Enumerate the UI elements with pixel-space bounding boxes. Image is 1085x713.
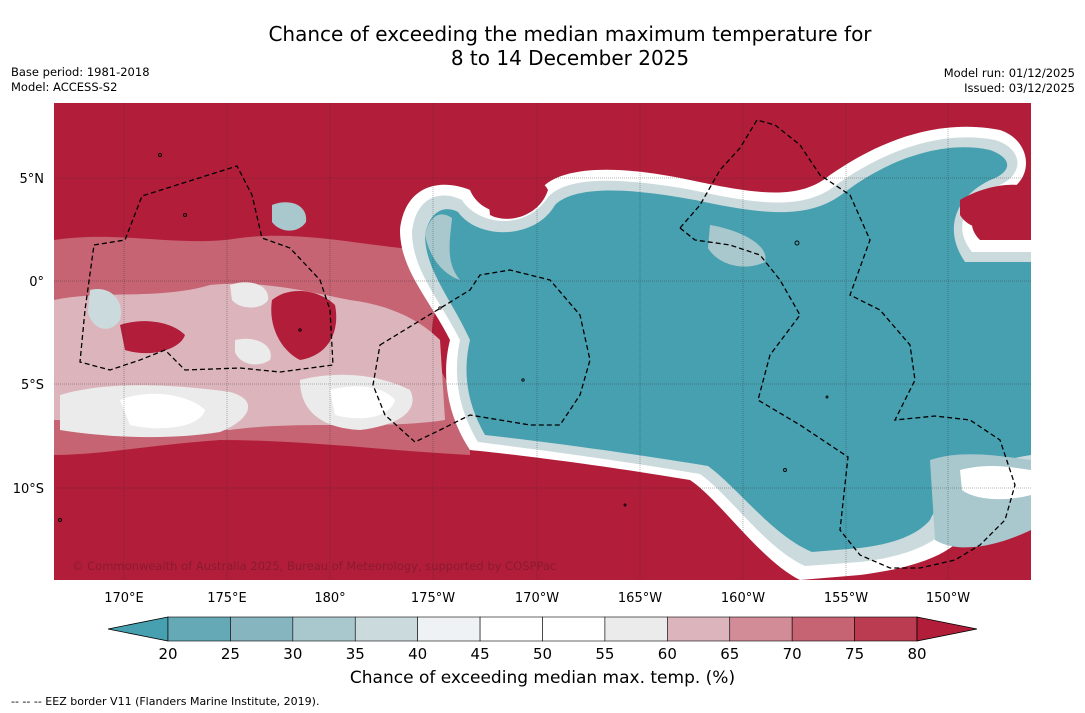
issued-date: Issued: 03/12/2025 xyxy=(964,81,1075,95)
copyright-text: © Commonwealth of Australia 2025, Bureau… xyxy=(72,559,556,573)
colorbar-tick-30: 30 xyxy=(283,645,302,663)
lon-label-160w: 160°W xyxy=(721,591,765,606)
colorbar-bin-70-75 xyxy=(791,616,855,642)
lon-label-150w: 150°W xyxy=(926,591,970,606)
colorbar-extend-low xyxy=(107,616,169,642)
eez-borders xyxy=(79,119,1016,569)
colorbar-tick-20: 20 xyxy=(158,645,177,663)
title-line-1: Chance of exceeding the median maximum t… xyxy=(268,22,872,46)
west-white-patch-2 xyxy=(330,386,395,419)
colorbar-ticks: 20 25 30 35 40 45 50 55 60 65 70 75 80 xyxy=(158,645,926,663)
west-cool-spot xyxy=(272,202,307,231)
colorbar-bin-60-65 xyxy=(667,616,731,642)
west-pale-patch-4 xyxy=(230,282,269,308)
lon-label-165w: 165°W xyxy=(618,591,662,606)
colorbar-tick-25: 25 xyxy=(221,645,240,663)
west-pale-patch-3 xyxy=(88,289,121,329)
lon-labels: 170°E 175°E 180° 175°W 170°W 165°W 160°W… xyxy=(104,591,970,606)
lat-label-10s: 10°S xyxy=(13,482,44,497)
lon-label-170e: 170°E xyxy=(104,591,144,606)
colorbar xyxy=(107,616,978,642)
colorbar-tick-55: 55 xyxy=(595,645,614,663)
model-run: Model run: 01/12/2025 xyxy=(943,66,1075,80)
probability-field: © Commonwealth of Australia 2025, Bureau… xyxy=(54,103,1031,580)
colorbar-bin-35-40 xyxy=(354,616,418,642)
graticule xyxy=(54,103,1031,580)
west-white-patch-1 xyxy=(120,393,205,429)
southeast-white-patch xyxy=(960,465,1031,500)
colorbar-extend-high xyxy=(916,616,978,642)
colorbar-bin-45-50 xyxy=(479,616,543,642)
colorbar-bin-55-60 xyxy=(604,616,668,642)
colorbar-label: Chance of exceeding median max. temp. (%… xyxy=(349,668,736,688)
colorbar-tick-65: 65 xyxy=(720,645,739,663)
colorbar-tick-40: 40 xyxy=(408,645,427,663)
colorbar-tick-35: 35 xyxy=(346,645,365,663)
north-warm-tongue xyxy=(488,178,548,219)
cool-pool xyxy=(425,147,1031,552)
meta-left: Base period: 1981-2018 Model: ACCESS-S2 xyxy=(11,65,150,95)
colorbar-bin-25-30 xyxy=(230,616,294,642)
title-line-2: 8 to 14 December 2025 xyxy=(450,46,690,70)
colorbar-bin-65-70 xyxy=(729,616,793,642)
colorbar-tick-75: 75 xyxy=(845,645,864,663)
colorbar-tick-80: 80 xyxy=(907,645,926,663)
west-warm-blob-2 xyxy=(120,321,185,354)
lon-label-170w: 170°W xyxy=(515,591,559,606)
cool-pool-west-pale xyxy=(425,214,460,280)
eez-kiribati-phoenix xyxy=(372,269,591,443)
island-outlines xyxy=(58,153,829,522)
meta-right: Model run: 01/12/2025 Issued: 03/12/2025 xyxy=(944,66,1075,96)
lon-label-175e: 175°E xyxy=(207,591,247,606)
lat-label-5s: 5°S xyxy=(21,378,44,393)
lon-label-155w: 155°W xyxy=(824,591,868,606)
lat-labels: 5°N 0° 5°S 10°S xyxy=(13,172,44,497)
eez-kiribati-line xyxy=(679,119,1016,569)
lon-label-175w: 175°W xyxy=(411,591,455,606)
base-period: Base period: 1981-2018 xyxy=(11,65,150,79)
west-warm-blob-1 xyxy=(271,290,337,360)
model-name: Model: ACCESS-S2 xyxy=(11,80,118,94)
lon-label-180: 180° xyxy=(314,591,345,606)
west-pale-patch-5 xyxy=(235,338,271,365)
eez-kiribati-gilbert xyxy=(79,165,334,373)
colorbar-tick-70: 70 xyxy=(783,645,802,663)
ne-warm-lobe xyxy=(960,184,1031,231)
colorbar-bin-50-55 xyxy=(542,616,606,642)
cool-pool-inner-pale xyxy=(708,225,766,267)
lat-label-5n: 5°N xyxy=(20,172,45,187)
colorbar-tick-50: 50 xyxy=(533,645,552,663)
colorbar-bin-40-45 xyxy=(417,616,481,642)
colorbar-bin-75-80 xyxy=(854,616,918,642)
colorbar-bin-20-25 xyxy=(167,616,231,642)
eez-legend-footnote: -- -- -- EEZ border V11 (Flanders Marine… xyxy=(11,695,320,708)
colorbar-bin-30-35 xyxy=(292,616,356,642)
colorbar-tick-60: 60 xyxy=(658,645,677,663)
lat-label-0: 0° xyxy=(29,275,44,290)
chart-title: Chance of exceeding the median maximum t… xyxy=(0,22,1085,70)
colorbar-tick-45: 45 xyxy=(471,645,490,663)
